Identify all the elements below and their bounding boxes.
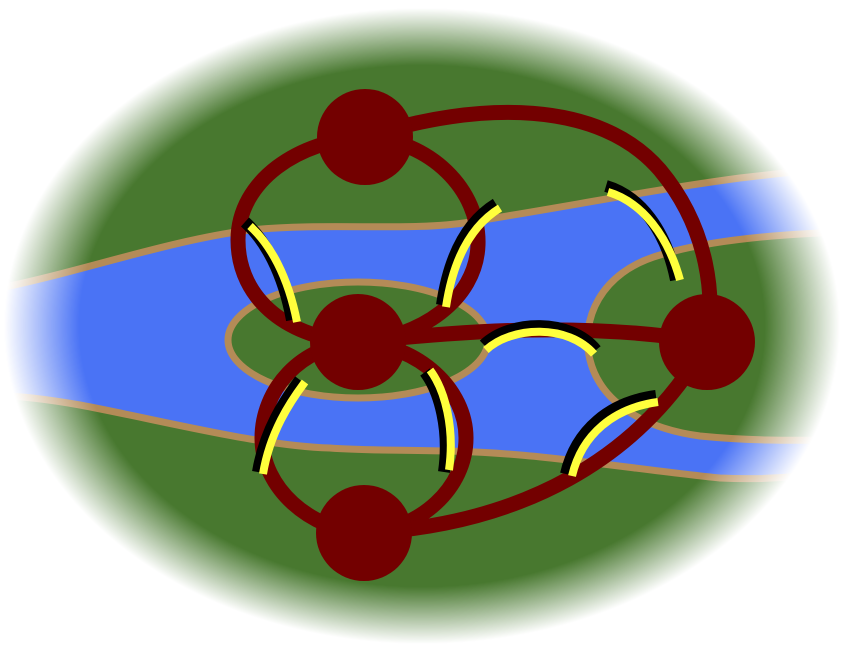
- bridge-south-east: [420, 367, 455, 473]
- edge-north-east-island: [357, 104, 718, 350]
- bridge-south-east-island: [560, 390, 659, 477]
- edge-center-south-east: [350, 334, 474, 541]
- bridge-south-west: [252, 376, 309, 475]
- edge-south-east-island: [356, 334, 715, 541]
- bridge-north-east-island: [604, 180, 684, 282]
- edge-north-center-west: [230, 129, 373, 350]
- vertex-east-island: [659, 294, 755, 390]
- bridge-north-west: [240, 217, 301, 323]
- edge-north-center-east: [350, 129, 486, 350]
- bridges: [240, 180, 684, 477]
- bridge-center-east: [479, 320, 601, 357]
- vertex-north-bank: [317, 89, 413, 185]
- vertex-south-bank: [316, 485, 412, 581]
- vertex-center-island: [310, 294, 406, 390]
- graph-vertices: [310, 89, 755, 581]
- bridge-north-east: [436, 198, 503, 308]
